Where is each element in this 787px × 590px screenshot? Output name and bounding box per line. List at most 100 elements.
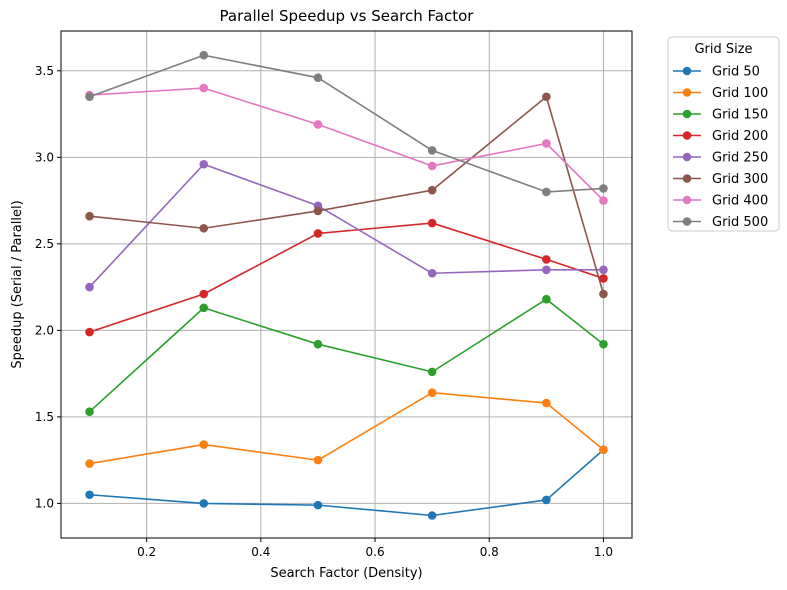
x-tick-label: 0.2 (137, 545, 156, 559)
y-tick-label: 2.0 (35, 323, 54, 337)
series-line (89, 87, 605, 202)
series-line (89, 298, 604, 413)
data-point (313, 339, 323, 349)
data-point (542, 294, 551, 304)
tick-layer: 0.2 0.4 0.6 0.8 1.0 1.0 1.5 2.0 2.5 3.0 3.5 (35, 64, 613, 559)
data-point (427, 511, 437, 520)
legend-swatch-marker (682, 66, 692, 76)
series-group (85, 445, 608, 520)
data-point (542, 255, 551, 264)
data-point (542, 265, 551, 275)
y-tick-label: 1.5 (35, 410, 54, 424)
data-point (542, 398, 551, 408)
grid-layer (61, 31, 632, 538)
legend-label: Grid 400 (712, 194, 768, 209)
data-point (542, 92, 551, 102)
data-point (199, 303, 209, 313)
legend-swatch-marker (682, 195, 692, 205)
legend-title: Grid Size (694, 42, 752, 57)
series-line (89, 222, 604, 333)
y-tick-label: 3.5 (35, 64, 54, 78)
series-group (85, 50, 608, 197)
data-point (199, 440, 209, 449)
data-point (313, 500, 323, 510)
data-point (85, 282, 94, 292)
data-point (313, 73, 323, 83)
data-point (599, 265, 608, 275)
data-point (427, 185, 437, 195)
legend-label: Grid 200 (712, 129, 768, 144)
data-point (427, 367, 437, 377)
legend-label: Grid 100 (712, 86, 768, 101)
data-point (599, 339, 608, 349)
legend-item: Grid 100 (673, 86, 768, 101)
data-point (313, 229, 323, 238)
series-group (85, 388, 608, 468)
legend-frame (667, 36, 780, 232)
legend-label: Grid 150 (712, 108, 768, 123)
y-tick-label: 2.5 (35, 237, 54, 251)
series-group (85, 218, 608, 337)
data-point (427, 146, 437, 155)
legend-item: Grid 150 (673, 108, 768, 123)
y-tick-label: 1.0 (35, 496, 54, 510)
data-point (85, 92, 94, 102)
data-point (599, 184, 608, 193)
data-point (199, 223, 209, 233)
x-axis-label: Search Factor (Density) (270, 566, 422, 581)
data-point (542, 187, 551, 197)
data-point (199, 159, 209, 169)
data-point (427, 268, 437, 278)
legend-swatch-marker (682, 88, 692, 97)
series-group (85, 159, 608, 292)
series-line (89, 95, 605, 295)
series-line (89, 54, 604, 193)
legend: Grid Size Grid 50 Grid 100 Grid 150 Grid 20… (667, 36, 780, 232)
legend-item: Grid 50 (673, 65, 760, 80)
data-point (542, 139, 551, 148)
data-point (199, 289, 209, 299)
legend-item: Grid 400 (673, 194, 768, 209)
data-point (199, 83, 209, 93)
legend-label: Grid 50 (712, 65, 760, 80)
x-tick-label: 0.4 (251, 545, 270, 559)
x-tick-label: 0.6 (366, 545, 385, 559)
legend-item: Grid 250 (673, 151, 768, 166)
data-point (599, 274, 608, 283)
data-point (85, 327, 94, 337)
data-point (85, 407, 94, 416)
legend-item: Grid 200 (673, 129, 768, 144)
legend-items: Grid 50 Grid 100 Grid 150 Grid 200 Grid 250 G… (673, 65, 768, 230)
plot-frame (60, 30, 633, 539)
data-point (427, 218, 437, 228)
x-tick-label: 0.8 (480, 545, 499, 559)
series-group (85, 83, 608, 205)
data-point (85, 459, 94, 468)
legend-swatch-marker (682, 109, 692, 119)
series-line (88, 163, 604, 288)
y-axis-label: Speedup (Serial / Parallel) (10, 200, 25, 368)
data-point (313, 120, 323, 129)
legend-item: Grid 300 (673, 172, 768, 187)
legend-swatch-marker (682, 131, 692, 140)
data-point (85, 490, 94, 500)
series-line (89, 391, 604, 465)
legend-label: Grid 300 (712, 172, 768, 187)
legend-swatch-marker (682, 152, 692, 162)
series-group (85, 92, 608, 299)
legend-swatch-marker (682, 217, 692, 226)
x-tick-label: 1.0 (594, 545, 613, 559)
data-point (427, 388, 437, 397)
data-point (313, 455, 323, 465)
series-line (89, 449, 604, 517)
data-point (542, 495, 551, 505)
data-point (199, 50, 209, 60)
legend-swatch-marker (682, 174, 692, 183)
data-point (427, 161, 437, 171)
y-tick-label: 3.0 (35, 150, 54, 164)
data-point (599, 289, 608, 299)
legend-label: Grid 250 (712, 151, 768, 166)
data-point (199, 499, 209, 508)
